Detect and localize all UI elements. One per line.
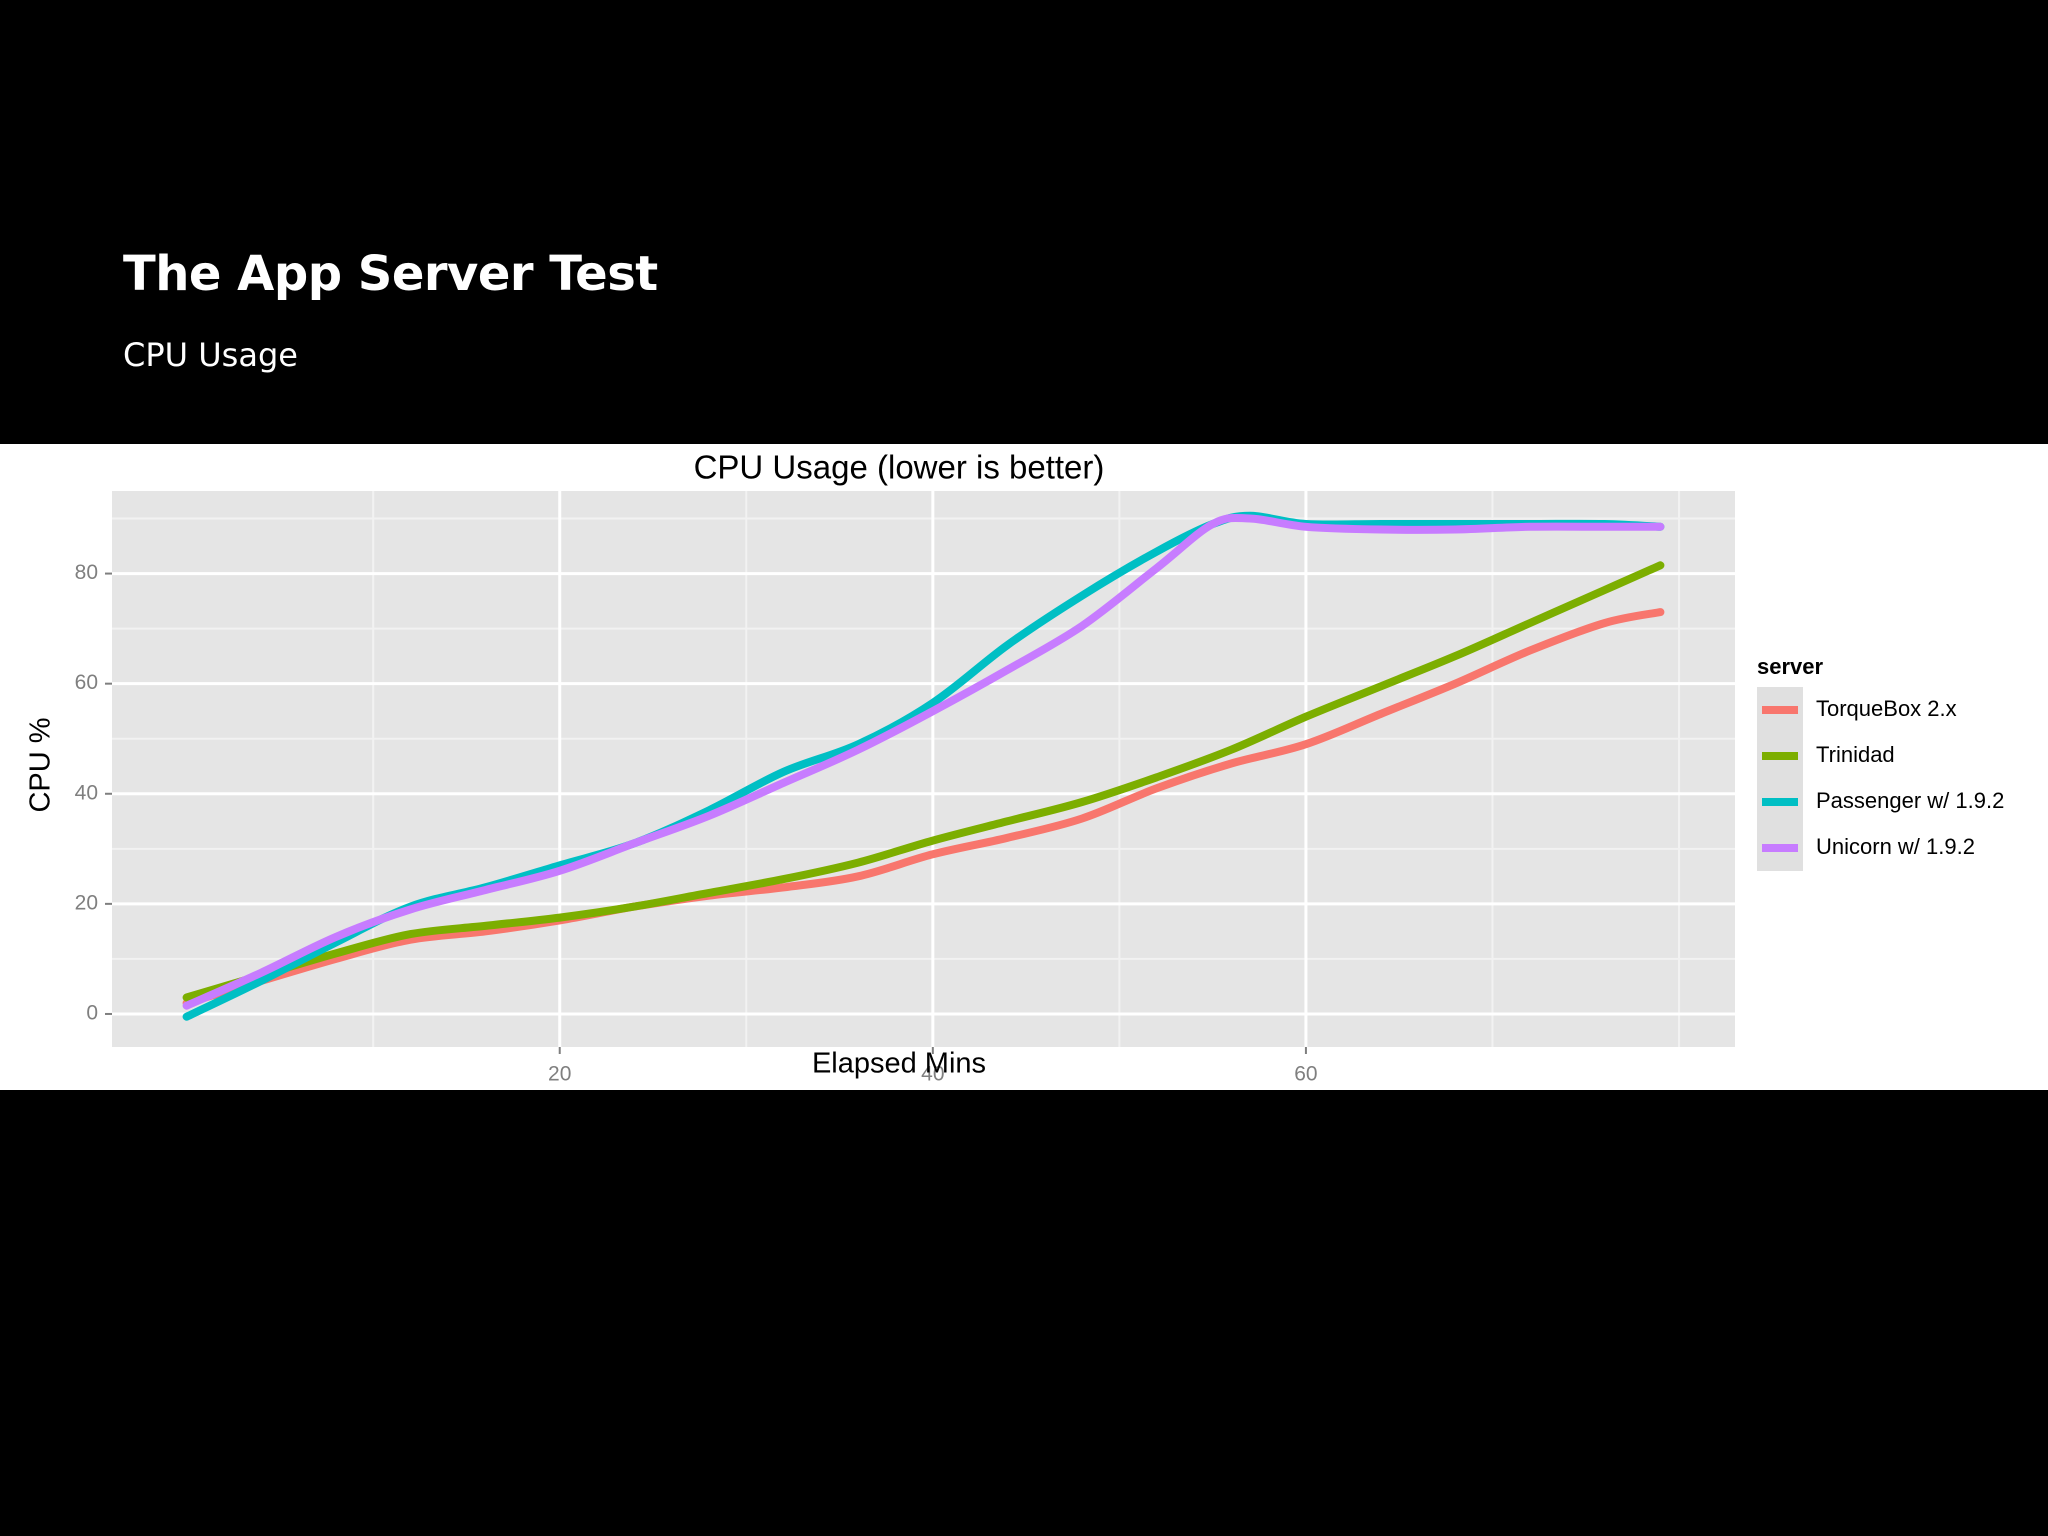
legend: server TorqueBox 2.x Trinidad Passenger w/… [1757,654,2004,871]
legend-label-torquebox-2-x: TorqueBox 2.x [1816,696,1957,721]
y-tick-label: 0 [86,1002,98,1025]
series-line-unicorn-w-1-9-2 [182,513,1665,1010]
legend-title: server [1757,654,1824,679]
gridlines [112,491,1735,1047]
line-chart: CPU Usage (lower is better) 0 20 40 60 80 20 4… [25,449,2005,1086]
x-tick-label: 20 [548,1063,571,1086]
series-line-torquebox-2-x [182,608,1665,1007]
legend-label-trinidad: Trinidad [1816,742,1895,767]
y-tick-label: 80 [75,561,98,584]
chart-title: CPU Usage (lower is better) [694,449,1105,486]
plot-panel [112,491,1735,1047]
series-line-trinidad [182,561,1665,1002]
y-tick-label: 20 [75,891,98,914]
slide-subtitle: CPU Usage [123,336,298,374]
y-axis-title: CPU % [25,717,57,812]
x-tick-label: 60 [1294,1063,1317,1086]
axis-ticks: 0 20 40 60 80 20 40 60 [75,561,1318,1085]
legend-label-passenger-w-1-9-2: Passenger w/ 1.9.2 [1816,788,2004,813]
series-lines [182,511,1665,1021]
slide-title: The App Server Test [123,246,658,302]
y-tick-label: 40 [75,781,98,804]
x-tick-label: 40 [921,1063,944,1086]
y-tick-label: 60 [75,671,98,694]
legend-label-unicorn-w-1-9-2: Unicorn w/ 1.9.2 [1816,834,1975,859]
chart-image: CPU Usage (lower is better) 0 20 40 60 80 20 4… [0,444,2048,1090]
x-axis-title: Elapsed Mins [812,1048,986,1080]
